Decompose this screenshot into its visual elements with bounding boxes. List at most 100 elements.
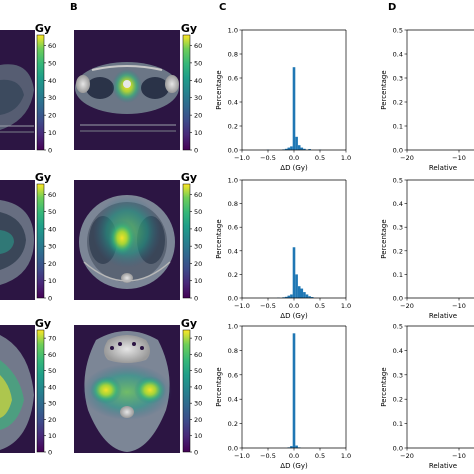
colorbar-tick-label: 60 — [48, 191, 56, 199]
x-tick-label: −10 — [452, 154, 466, 162]
colorbar-unit: Gy — [35, 317, 51, 330]
x-tick-label: 0.0 — [289, 154, 299, 162]
x-tick-label: 0.0 — [289, 302, 299, 310]
y-tick-label: 0.4 — [393, 347, 403, 355]
colorbar-tick-label: 10 — [48, 277, 56, 285]
colorbar-tick-label: 10 — [48, 129, 56, 137]
colorbar-tick-label: 60 — [194, 42, 202, 50]
histogram-bar — [295, 274, 298, 298]
colorbar-tick-label: 70 — [48, 335, 56, 343]
histogram-bar — [292, 67, 296, 150]
histogram-bar — [303, 148, 306, 150]
colorbar-3: Gy 0 10 20 30 40 50 60 — [35, 171, 56, 303]
y-tick-label: 0.4 — [393, 51, 403, 59]
x-axis-label: Relative — [429, 312, 457, 320]
y-tick-label: 0.6 — [228, 224, 238, 232]
colorbar-tick-label: 20 — [194, 112, 202, 120]
y-tick-label: 1.0 — [228, 323, 238, 331]
colorbar-tick-label: 20 — [48, 260, 56, 268]
colorbar-unit: Gy — [35, 171, 51, 184]
colorbar-tick-label: 30 — [194, 94, 202, 102]
y-tick-label: 0.2 — [228, 123, 238, 131]
panel-label-d: D — [388, 2, 397, 13]
y-tick-label: 0.3 — [393, 371, 403, 379]
y-tick-label: 0.8 — [228, 200, 238, 208]
y-axis-label: Percentage — [380, 367, 388, 406]
x-axis-label: Relative — [429, 462, 457, 470]
colorbar-tick-label: 50 — [48, 367, 56, 375]
x-tick-label: 1.0 — [341, 452, 351, 460]
x-tick-label: −10 — [452, 302, 466, 310]
histogram-bar — [305, 294, 309, 298]
colorbar-tick-label: 40 — [194, 77, 202, 85]
histogram-c-row1: 0.0 0.2 0.4 0.6 0.8 1.0 −1.0 −0.5 0.0 0.5 1.0 Perce… — [215, 27, 351, 173]
y-tick-label: 0.0 — [228, 147, 238, 155]
histogram-bar — [297, 145, 301, 150]
histogram-bar — [287, 147, 291, 150]
colorbar-tick-label: 30 — [48, 400, 56, 408]
colorbar-tick-label: 0 — [194, 147, 198, 155]
colorbar-unit: Gy — [181, 171, 197, 184]
colorbar-tick-label: 0 — [194, 295, 198, 303]
colorbar-tick-label: 20 — [48, 112, 56, 120]
x-tick-label: −1.0 — [234, 302, 250, 310]
colorbar-6: Gy 0 10 20 30 40 50 60 70 — [181, 317, 202, 457]
colorbar-tick-label: 40 — [194, 383, 202, 391]
y-tick-label: 0.5 — [393, 323, 403, 331]
y-tick-label: 0.0 — [393, 295, 403, 303]
histogram-bar — [295, 445, 298, 448]
colorbar-tick-label: 20 — [194, 416, 202, 424]
colorbar-tick-label: 60 — [48, 351, 56, 359]
y-tick-label: 0.4 — [228, 99, 238, 107]
ct-image-row3-left — [0, 325, 35, 453]
y-tick-label: 0.5 — [393, 27, 403, 35]
x-tick-label: −0.5 — [260, 452, 276, 460]
colorbar-tick-label: 30 — [48, 243, 56, 251]
y-axis-label: Percentage — [215, 219, 223, 258]
colorbar-tick-label: 20 — [194, 260, 202, 268]
colorbar-tick-label: 50 — [194, 367, 202, 375]
y-axis-label: Percentage — [380, 219, 388, 258]
histogram-bar — [290, 294, 293, 298]
ct-image-row1-left — [0, 30, 35, 150]
colorbar-tick-label: 10 — [194, 432, 202, 440]
colorbar-2: Gy 0 10 20 30 40 50 60 — [181, 22, 202, 155]
histogram-charts: 0.0 0.2 0.4 0.6 0.8 1.0 −1.0 −0.5 0.0 0.5 1.0 Perce… — [215, 27, 474, 471]
y-tick-label: 0.2 — [393, 247, 403, 255]
colorbar-tick-label: 40 — [194, 225, 202, 233]
colorbar-tick-label: 10 — [194, 277, 202, 285]
y-tick-label: 0.2 — [228, 420, 238, 428]
colorbar-tick-label: 60 — [194, 191, 202, 199]
y-tick-label: 1.0 — [228, 27, 238, 35]
histogram-bar — [300, 288, 304, 298]
histogram-d-row3: 0.0 0.1 0.2 0.3 0.4 0.5 −20 −10 Percentage Relati… — [380, 323, 474, 470]
colorbar-tick-label: 30 — [194, 243, 202, 251]
panel-label-c: C — [219, 2, 227, 13]
x-axis-label: Relative — [429, 164, 457, 172]
x-tick-label: −10 — [452, 452, 466, 460]
histogram-bar — [300, 147, 304, 150]
x-tick-label: −0.5 — [260, 302, 276, 310]
ct-image-row2-left — [0, 180, 35, 300]
colorbar-tick-label: 70 — [194, 335, 202, 343]
y-tick-label: 0.6 — [228, 75, 238, 83]
histogram-c-row3: 0.0 0.2 0.4 0.6 0.8 1.0 −1.0 −0.5 0.0 0.5 1.0 Perce… — [215, 323, 351, 471]
y-tick-label: 0.8 — [228, 51, 238, 59]
histogram-bar — [292, 333, 296, 448]
histogram-bar — [308, 149, 311, 150]
colorbar-tick-label: 40 — [48, 225, 56, 233]
histogram-bar — [308, 296, 311, 298]
colorbar-tick-label: 30 — [48, 94, 56, 102]
x-tick-label: 0.5 — [315, 154, 325, 162]
y-tick-label: 0.3 — [393, 224, 403, 232]
colorbar-tick-label: 0 — [48, 449, 52, 457]
x-tick-label: −1.0 — [234, 154, 250, 162]
colorbar-gradient — [36, 329, 45, 453]
colorbar-tick-label: 50 — [48, 208, 56, 216]
histogram-bar — [295, 136, 298, 150]
y-tick-label: 0.4 — [228, 247, 238, 255]
colorbar-tick-label: 20 — [48, 416, 56, 424]
colorbar-gradient — [36, 183, 45, 299]
panel-label-b: B — [70, 2, 78, 13]
